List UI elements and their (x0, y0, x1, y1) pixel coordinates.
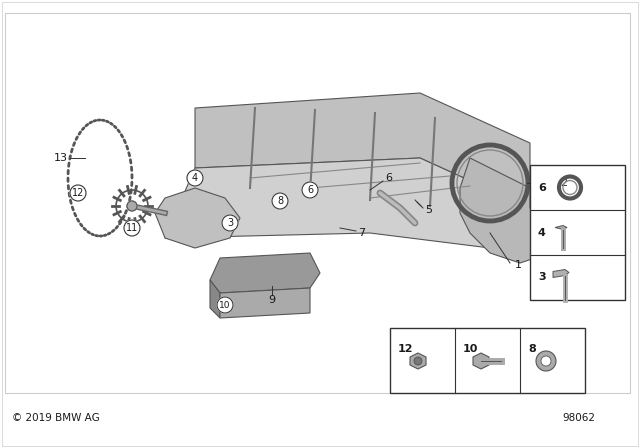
Polygon shape (553, 270, 569, 277)
Text: 12: 12 (398, 344, 413, 354)
Text: 4: 4 (192, 173, 198, 183)
Polygon shape (473, 353, 489, 369)
Polygon shape (165, 158, 530, 248)
Text: 10: 10 (463, 344, 478, 354)
Circle shape (414, 357, 422, 365)
Circle shape (217, 297, 233, 313)
Polygon shape (410, 353, 426, 369)
Text: 6: 6 (538, 182, 546, 193)
Text: 11: 11 (126, 223, 138, 233)
Text: 10: 10 (220, 301, 231, 310)
Text: 8: 8 (528, 344, 536, 354)
Text: 2: 2 (560, 178, 567, 188)
Circle shape (302, 182, 318, 198)
Text: 3: 3 (538, 272, 546, 283)
Circle shape (187, 170, 203, 186)
Text: 6: 6 (307, 185, 313, 195)
Polygon shape (210, 280, 220, 318)
Text: 7: 7 (358, 228, 365, 238)
Polygon shape (220, 288, 310, 318)
Circle shape (272, 193, 288, 209)
Bar (5, 13, 630, 393)
Circle shape (70, 185, 86, 201)
Polygon shape (460, 158, 565, 263)
Circle shape (124, 220, 140, 236)
Text: 13: 13 (54, 153, 68, 163)
Circle shape (222, 215, 238, 231)
Polygon shape (195, 93, 530, 208)
Polygon shape (555, 225, 567, 229)
Circle shape (127, 201, 137, 211)
Text: 3: 3 (227, 218, 233, 228)
Text: © 2019 BMW AG: © 2019 BMW AG (12, 413, 100, 423)
Polygon shape (155, 188, 240, 248)
Bar (530, 165, 625, 300)
Bar (390, 328, 585, 393)
Text: 5: 5 (425, 205, 432, 215)
Text: 4: 4 (538, 228, 546, 237)
Text: 8: 8 (277, 196, 283, 206)
Circle shape (536, 351, 556, 371)
Text: 1: 1 (515, 260, 522, 270)
Polygon shape (210, 253, 320, 293)
Polygon shape (530, 188, 585, 253)
Text: 9: 9 (268, 295, 276, 305)
Text: 6: 6 (385, 173, 392, 183)
Circle shape (541, 356, 551, 366)
Text: 12: 12 (72, 188, 84, 198)
Text: 98062: 98062 (562, 413, 595, 423)
